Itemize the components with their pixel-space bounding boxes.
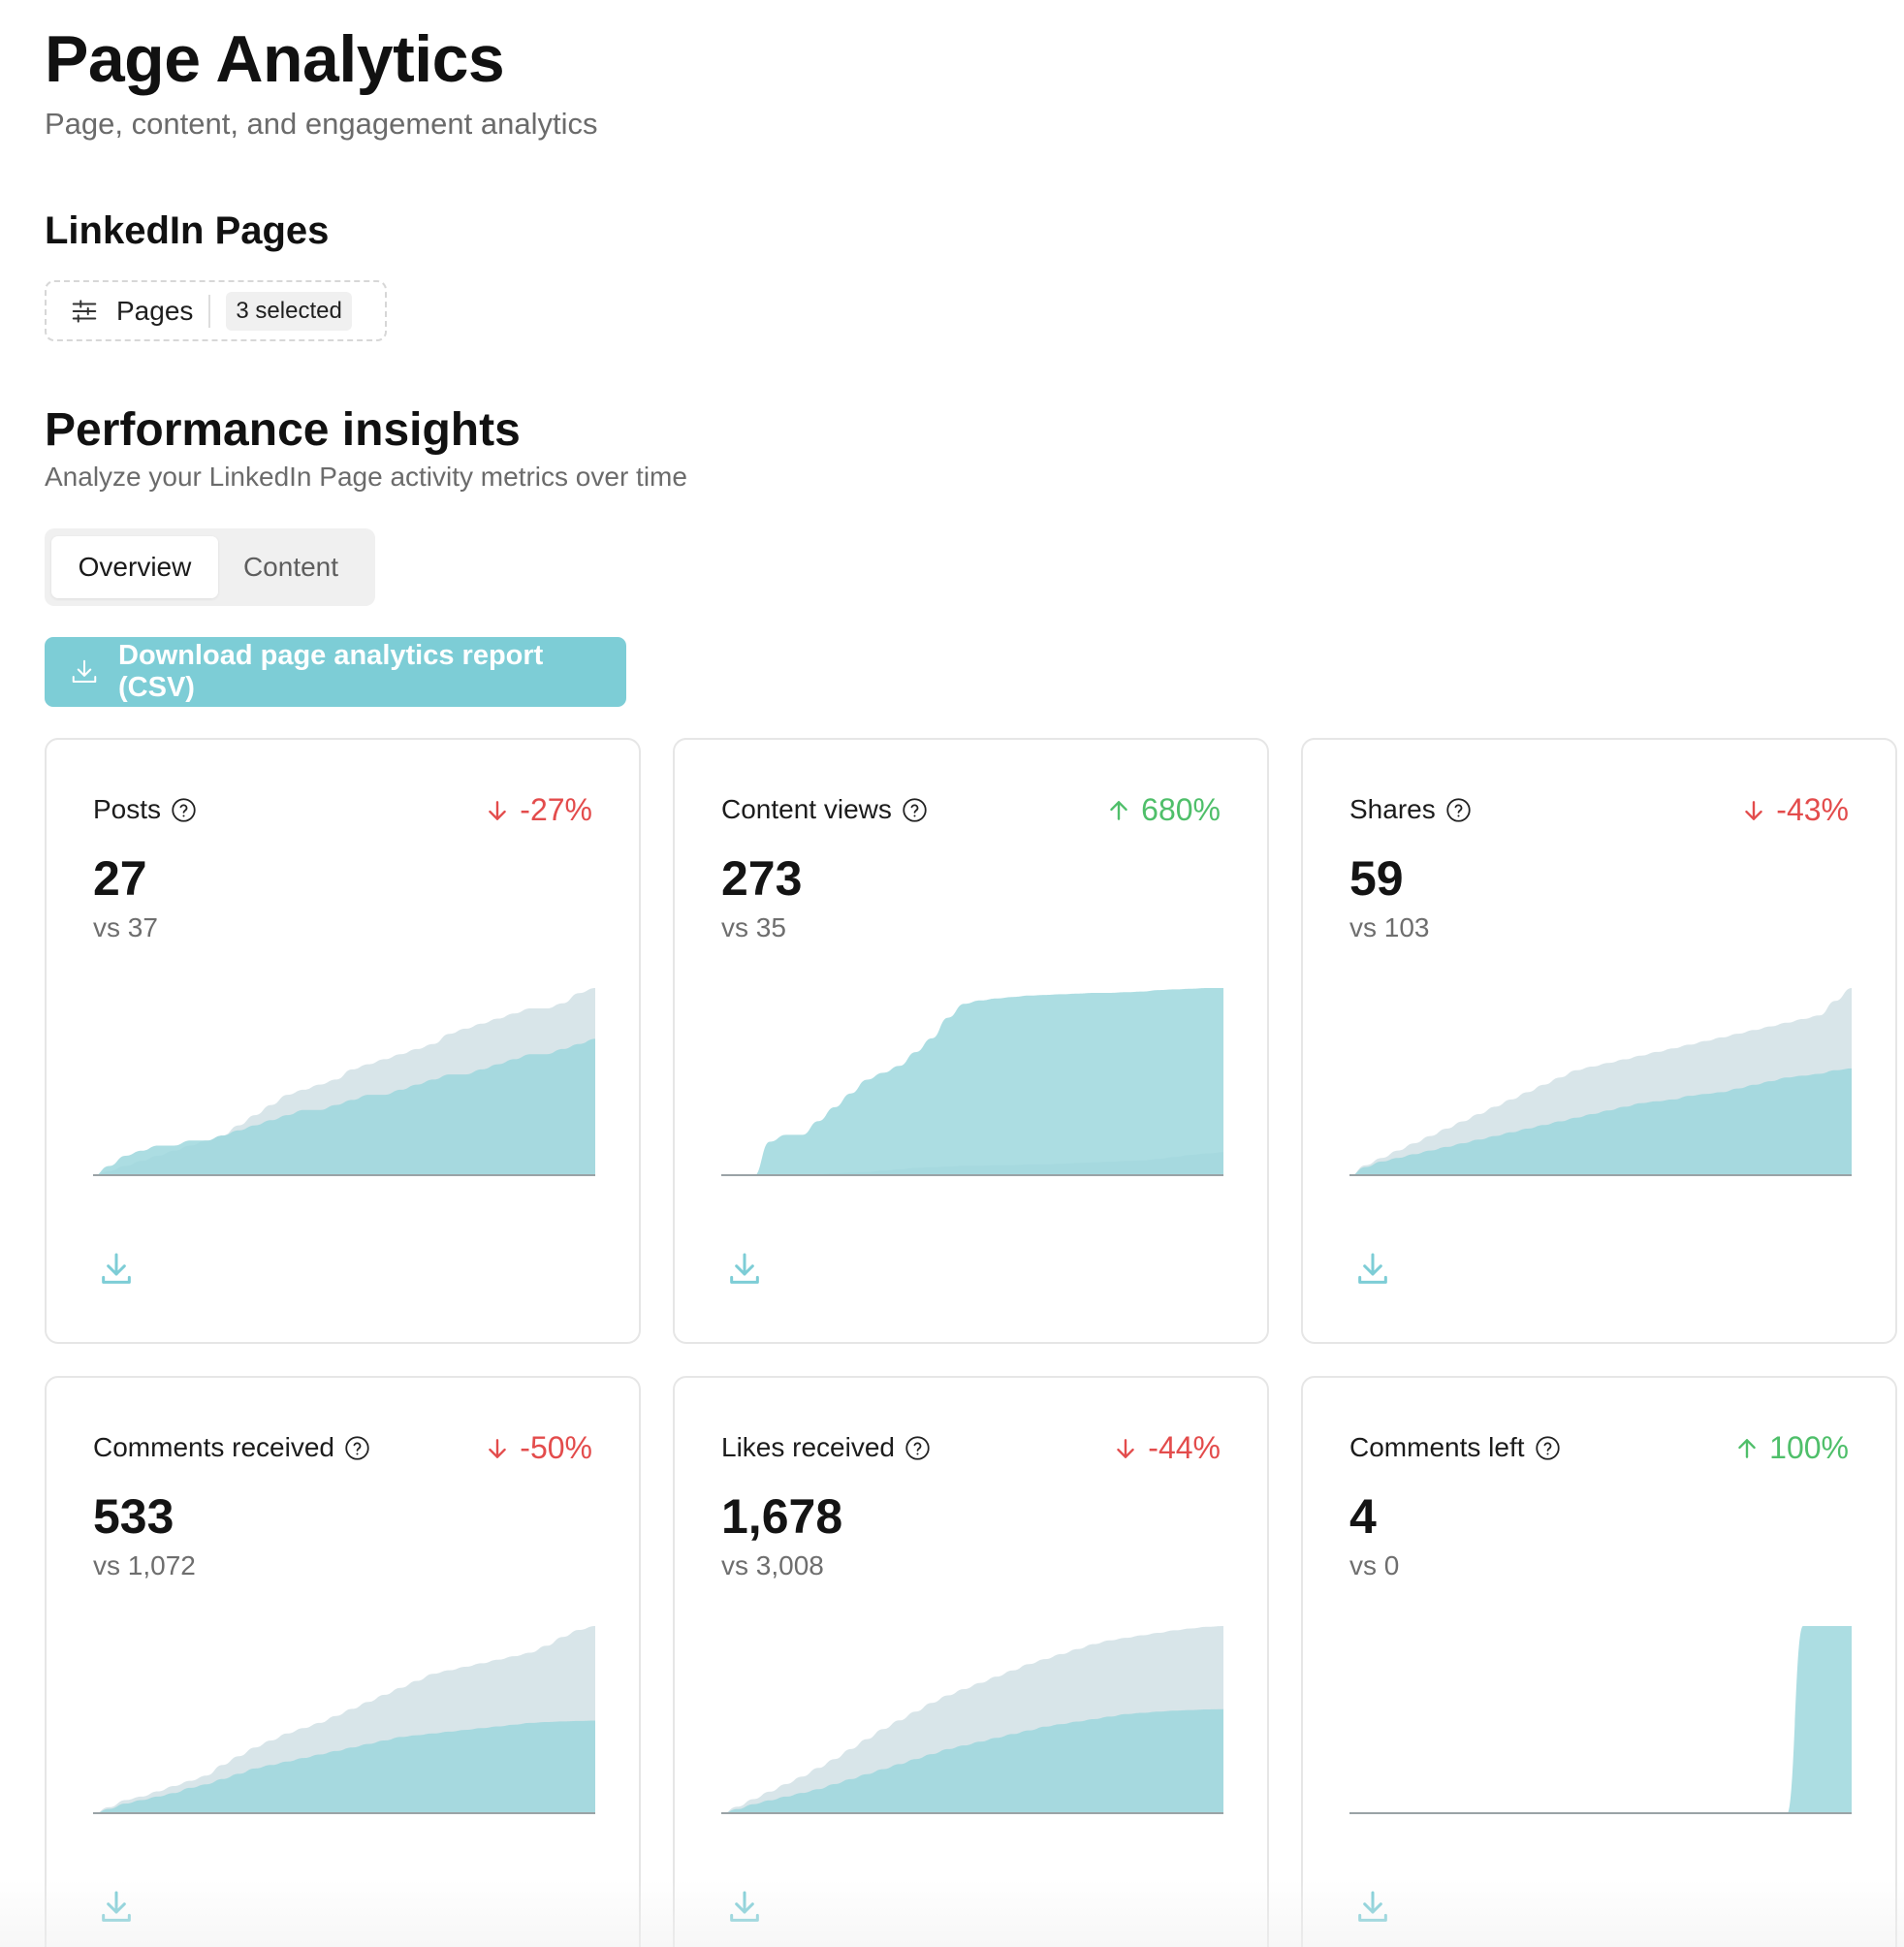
page-title: Page Analytics xyxy=(45,21,504,97)
tab-overview[interactable]: Overview xyxy=(51,536,218,598)
metric-comparison: vs 35 xyxy=(721,912,786,943)
download-icon[interactable] xyxy=(725,1888,764,1927)
download-icon xyxy=(70,657,99,686)
metric-label-group: Shares xyxy=(1349,794,1472,825)
selected-count-badge: 3 selected xyxy=(226,292,351,331)
metric-value: 4 xyxy=(1349,1488,1377,1545)
metric-label: Comments received xyxy=(93,1432,334,1463)
change-percent: -44% xyxy=(1148,1430,1221,1466)
help-icon[interactable] xyxy=(1445,797,1472,823)
help-icon[interactable] xyxy=(902,797,928,823)
metric-label-group: Comments received xyxy=(93,1432,370,1463)
pages-filter-button[interactable]: Pages 3 selected xyxy=(45,280,387,341)
arrow-down-icon xyxy=(1113,1436,1138,1461)
download-report-label: Download page analytics report (CSV) xyxy=(118,640,626,704)
metric-card: Posts -27% 27 vs 37 xyxy=(45,738,641,1344)
change-percent: -50% xyxy=(520,1430,592,1466)
metric-label: Posts xyxy=(93,794,161,825)
metric-comparison: vs 1,072 xyxy=(93,1550,196,1581)
metric-label: Shares xyxy=(1349,794,1436,825)
area-chart xyxy=(93,1620,595,1814)
arrow-up-icon xyxy=(1106,798,1131,823)
help-icon[interactable] xyxy=(1535,1435,1561,1461)
sliders-icon xyxy=(70,297,99,326)
metric-value: 59 xyxy=(1349,850,1404,907)
pages-filter-label: Pages xyxy=(116,296,193,327)
arrow-down-icon xyxy=(485,798,510,823)
change-percent: -43% xyxy=(1776,792,1849,828)
metric-card: Comments left 100% 4 vs 0 xyxy=(1301,1376,1897,1947)
change-indicator: -43% xyxy=(1741,792,1849,828)
metric-comparison: vs 3,008 xyxy=(721,1550,824,1581)
metric-label: Content views xyxy=(721,794,892,825)
download-icon[interactable] xyxy=(97,1250,136,1289)
metric-comparison: vs 0 xyxy=(1349,1550,1399,1581)
area-chart xyxy=(721,1620,1223,1814)
change-indicator: -27% xyxy=(485,792,592,828)
current-period-area xyxy=(1349,1626,1852,1814)
arrow-up-icon xyxy=(1734,1436,1760,1461)
help-icon[interactable] xyxy=(904,1435,931,1461)
metric-label: Comments left xyxy=(1349,1432,1525,1463)
metric-label-group: Content views xyxy=(721,794,928,825)
change-indicator: 680% xyxy=(1106,792,1221,828)
download-icon[interactable] xyxy=(725,1250,764,1289)
metric-card: Likes received -44% 1,678 vs 3,008 xyxy=(673,1376,1269,1947)
current-period-area xyxy=(93,1038,595,1176)
metric-label-group: Comments left xyxy=(1349,1432,1561,1463)
linkedin-pages-heading: LinkedIn Pages xyxy=(45,209,329,253)
area-chart xyxy=(1349,982,1852,1176)
metric-value: 27 xyxy=(93,850,147,907)
help-icon[interactable] xyxy=(344,1435,370,1461)
metric-label: Likes received xyxy=(721,1432,895,1463)
download-icon[interactable] xyxy=(1353,1888,1392,1927)
download-icon[interactable] xyxy=(1353,1250,1392,1289)
metric-value: 533 xyxy=(93,1488,174,1545)
download-icon[interactable] xyxy=(97,1888,136,1927)
area-chart xyxy=(1349,1620,1852,1814)
change-percent: 680% xyxy=(1141,792,1221,828)
change-indicator: -44% xyxy=(1113,1430,1221,1466)
download-report-button[interactable]: Download page analytics report (CSV) xyxy=(45,637,626,707)
performance-insights-subtitle: Analyze your LinkedIn Page activity metr… xyxy=(45,462,687,493)
change-indicator: -50% xyxy=(485,1430,592,1466)
arrow-down-icon xyxy=(1741,798,1766,823)
performance-insights-heading: Performance insights xyxy=(45,403,521,457)
change-percent: 100% xyxy=(1769,1430,1849,1466)
arrow-down-icon xyxy=(485,1436,510,1461)
metric-card: Shares -43% 59 vs 103 xyxy=(1301,738,1897,1344)
change-percent: -27% xyxy=(520,792,592,828)
page-subtitle: Page, content, and engagement analytics xyxy=(45,107,597,142)
metric-value: 273 xyxy=(721,850,802,907)
metric-label-group: Likes received xyxy=(721,1432,931,1463)
tab-content[interactable]: Content xyxy=(218,536,364,598)
metric-label-group: Posts xyxy=(93,794,197,825)
current-period-area xyxy=(721,988,1223,1176)
metric-value: 1,678 xyxy=(721,1488,842,1545)
metric-card: Comments received -50% 533 vs 1,072 xyxy=(45,1376,641,1947)
filter-divider xyxy=(208,295,210,328)
metric-comparison: vs 37 xyxy=(93,912,158,943)
metric-card: Content views 680% 273 vs 35 xyxy=(673,738,1269,1344)
area-chart xyxy=(721,982,1223,1176)
change-indicator: 100% xyxy=(1734,1430,1849,1466)
metric-comparison: vs 103 xyxy=(1349,912,1430,943)
area-chart xyxy=(93,982,595,1176)
help-icon[interactable] xyxy=(171,797,197,823)
view-tabs: Overview Content xyxy=(45,528,375,606)
